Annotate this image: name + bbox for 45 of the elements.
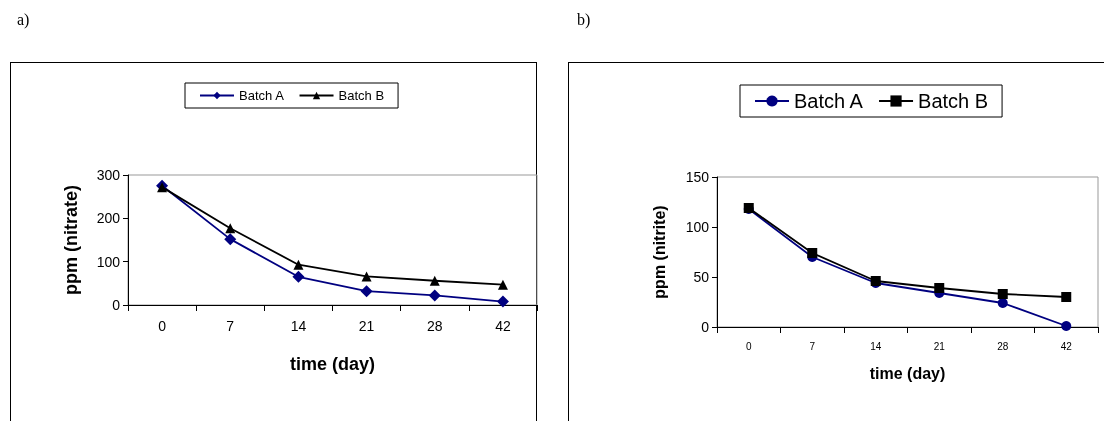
x-tick-label: 14 bbox=[870, 340, 882, 352]
x-tick-label: 42 bbox=[495, 318, 511, 334]
x-tick-label: 21 bbox=[358, 318, 375, 334]
x-tick-label: 14 bbox=[290, 318, 307, 334]
point bbox=[292, 270, 305, 283]
point bbox=[1061, 292, 1072, 302]
point bbox=[224, 233, 237, 246]
point bbox=[1061, 321, 1072, 331]
legend-label: Batch B bbox=[918, 90, 989, 112]
point bbox=[496, 295, 509, 308]
x-axis-title: time (day) bbox=[869, 364, 946, 382]
x-tick-label: 7 bbox=[226, 318, 235, 334]
x-axis-title: time (day) bbox=[289, 354, 376, 374]
y-tick-label: 300 bbox=[96, 167, 121, 183]
point bbox=[361, 271, 372, 282]
point bbox=[997, 298, 1008, 308]
legend-label: Batch A bbox=[794, 90, 864, 112]
y-axis-title: ppm (nitrite) bbox=[650, 205, 668, 299]
x-tick-label: 42 bbox=[1060, 340, 1073, 352]
x-tick-label: 28 bbox=[426, 318, 443, 334]
y-tick-label: 0 bbox=[112, 297, 121, 313]
x-tick-label: 7 bbox=[809, 340, 816, 352]
y-tick-label: 100 bbox=[685, 219, 710, 235]
point bbox=[225, 223, 236, 234]
point bbox=[428, 289, 441, 302]
point bbox=[497, 279, 508, 290]
y-tick-label: 200 bbox=[96, 210, 121, 227]
y-axis-title: ppm (nitrate) bbox=[61, 185, 81, 295]
point bbox=[997, 289, 1008, 299]
legend-label: Batch B bbox=[338, 88, 385, 103]
text: b) bbox=[577, 10, 591, 29]
y-tick-label: 100 bbox=[96, 253, 121, 270]
x-tick-label: 0 bbox=[158, 318, 167, 334]
point bbox=[360, 285, 373, 298]
point bbox=[293, 259, 304, 270]
point bbox=[429, 275, 440, 286]
x-tick-label: 0 bbox=[745, 340, 752, 352]
chart-title: a) bbox=[17, 10, 30, 29]
y-tick-label: 150 bbox=[685, 169, 710, 185]
point bbox=[807, 248, 818, 258]
y-tick-label: 50 bbox=[693, 269, 710, 285]
x-tick-label: 28 bbox=[997, 340, 1009, 352]
point bbox=[934, 283, 945, 293]
x-tick-label: 21 bbox=[933, 340, 946, 352]
legend-label: Batch A bbox=[239, 88, 285, 103]
